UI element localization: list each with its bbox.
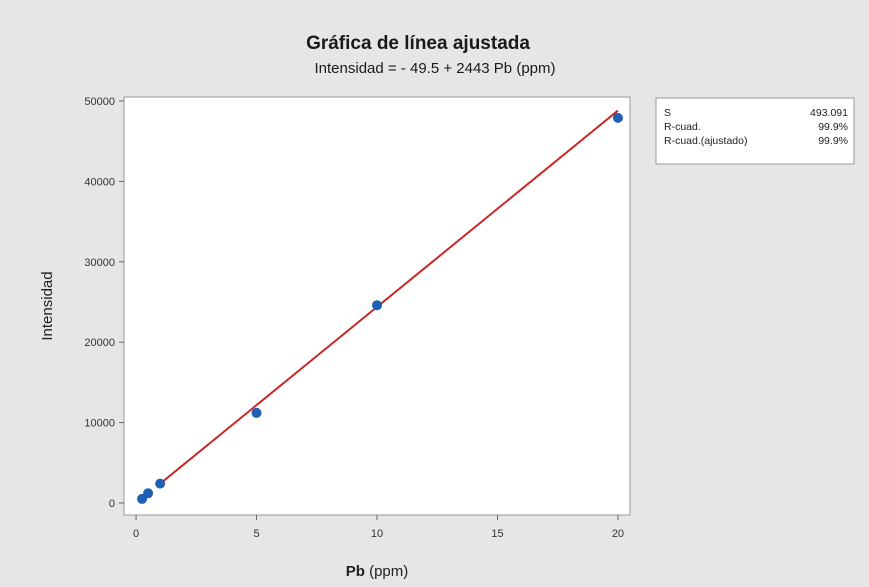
fit-line-layer <box>159 109 619 485</box>
data-point <box>372 300 382 311</box>
fitted-regression-line <box>159 109 619 485</box>
data-points-layer <box>137 112 623 504</box>
stats-value: 493.091 <box>810 107 848 119</box>
stats-label: S <box>664 107 671 119</box>
data-point <box>251 407 262 418</box>
y-tick-label: 50000 <box>84 96 115 108</box>
stats-box-frame <box>655 97 855 165</box>
data-point <box>143 488 154 499</box>
data-point <box>155 478 166 489</box>
y-tick-label: 40000 <box>84 176 115 188</box>
x-axis-label-unit: (ppm) <box>365 563 408 580</box>
x-tick-label: 20 <box>612 528 624 540</box>
chart-title: Gráfica de línea ajustada <box>306 33 530 54</box>
y-tick-label: 20000 <box>84 337 115 349</box>
stats-rows: S 493.091 R-cuad. 99.9% R-cuad.(ajustado) 99.… <box>664 107 848 147</box>
y-tick-label: 30000 <box>84 257 115 269</box>
stats-value: 99.9% <box>818 135 848 147</box>
chart-subtitle: Intensidad = - 49.5 + 2443 Pb (ppm) <box>315 60 556 77</box>
x-axis-label: Pb (ppm) <box>346 563 409 580</box>
stats-box: S 493.091 R-cuad. 99.9% R-cuad.(ajustado) 99.… <box>655 97 855 165</box>
y-axis-label: Intensidad <box>39 271 56 340</box>
stats-label: R-cuad.(ajustado) <box>664 135 747 147</box>
stats-label: R-cuad. <box>664 121 701 133</box>
x-axis-label-var: Pb <box>346 563 365 580</box>
x-tick-label: 10 <box>371 528 383 540</box>
axis-ticks: 0 5 10 15 20 0 10000 20000 30000 40000 50000 <box>84 96 624 540</box>
y-tick-label: 0 <box>109 498 115 510</box>
x-tick-label: 5 <box>253 528 259 540</box>
stats-value: 99.9% <box>818 121 848 133</box>
y-tick-label: 10000 <box>84 418 115 430</box>
data-point <box>612 112 623 123</box>
x-tick-label: 15 <box>491 528 503 540</box>
x-tick-label: 0 <box>133 528 139 540</box>
